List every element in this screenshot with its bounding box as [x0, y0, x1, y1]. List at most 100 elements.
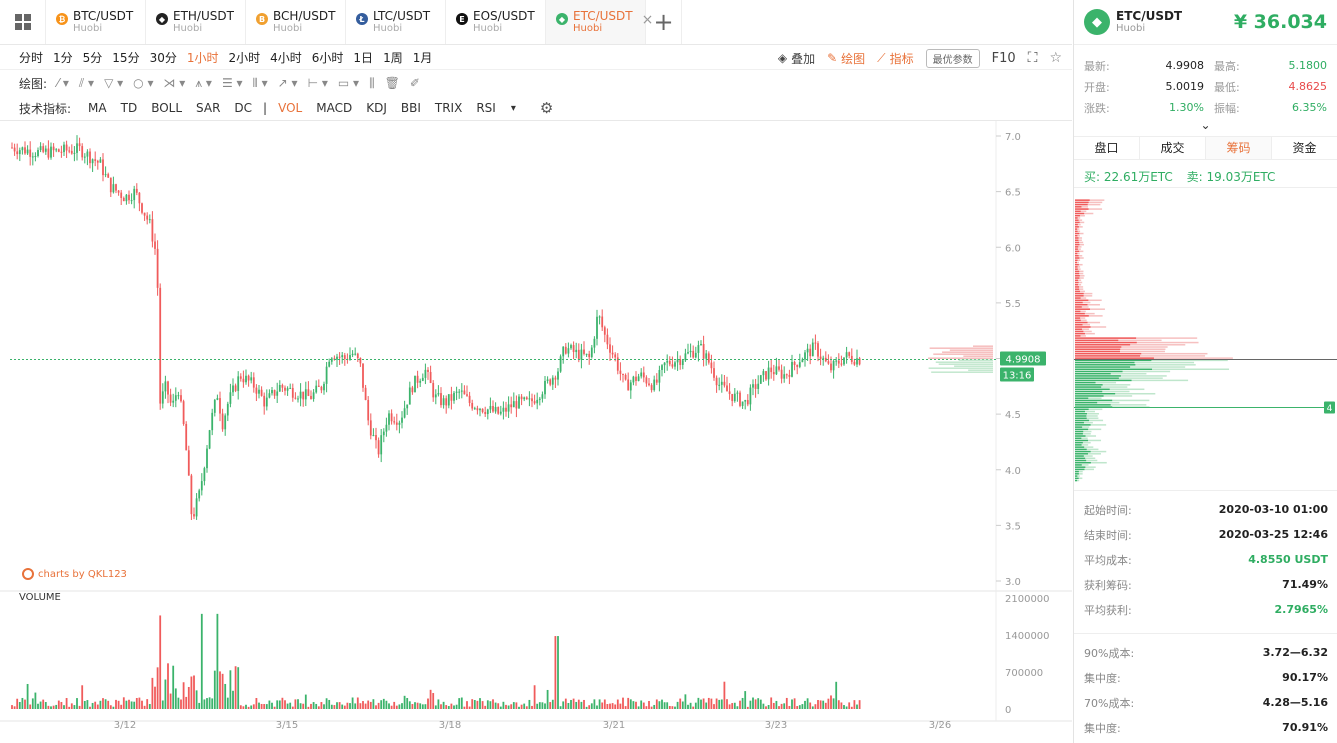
indicator-ma[interactable]: MA [88, 101, 107, 115]
indicator-dc[interactable]: DC [234, 101, 253, 115]
pattern-tool-icon[interactable]: ⩚ ▾ [195, 75, 212, 90]
chip-bar [1075, 377, 1119, 379]
panel-tab-2[interactable]: 筹码 [1206, 137, 1272, 159]
volume-bar [37, 703, 39, 709]
volume-bar [811, 706, 814, 709]
volume-bar [250, 705, 253, 709]
volume-bar [258, 702, 260, 709]
candle-body [349, 355, 351, 360]
grid-menu-button[interactable] [0, 0, 46, 44]
indicator-button[interactable]: ⟋ 指标 [877, 50, 913, 67]
candle-body [710, 362, 713, 369]
volume-bar [481, 701, 484, 709]
overlay-button[interactable]: ◈ 叠加 [778, 50, 815, 67]
chip-bar [1075, 292, 1084, 295]
price-tick-label: 6.5 [1005, 188, 1021, 199]
trash-icon[interactable]: 🗑 [384, 75, 400, 90]
candle-body [281, 385, 284, 388]
indicator-trix[interactable]: TRIX [434, 101, 463, 115]
timeframe-11[interactable]: 1月 [412, 51, 433, 65]
volume-bar [845, 706, 848, 709]
star-icon[interactable]: ☆ [1049, 50, 1062, 66]
candle-body [247, 375, 250, 381]
chip-bar [1075, 306, 1082, 308]
candle-body [411, 387, 414, 393]
candle-body [73, 152, 76, 154]
timeframe-7[interactable]: 4小时 [270, 51, 302, 65]
tab-pair: ETH/USDT [173, 9, 234, 23]
volume-bar [772, 702, 775, 709]
candle-tool-icon[interactable]: ⫼ [369, 75, 375, 90]
volume-bar [824, 702, 827, 709]
arrow-tool-icon[interactable]: ↗ ▾ [277, 75, 298, 90]
timeframe-8[interactable]: 6小时 [311, 51, 344, 65]
tab-bch-usdt[interactable]: B BCH/USDT Huobi [246, 0, 346, 44]
indicator-rsi[interactable]: RSI [476, 101, 496, 115]
volume-bar [726, 699, 728, 709]
indicator-macd[interactable]: MACD [316, 101, 353, 115]
indicator-td[interactable]: TD [120, 101, 138, 115]
candle-body [29, 149, 32, 157]
measure-tool-icon[interactable]: ⊢ ▾ [307, 75, 328, 90]
channel-tool-icon[interactable]: ▽ ▾ [104, 75, 124, 90]
volume-bar [112, 706, 115, 709]
timeframe-5[interactable]: 1小时 [186, 51, 219, 65]
line-tool-icon[interactable]: ⁄ ▾ [57, 75, 69, 90]
f10-button[interactable]: F10 [991, 50, 1016, 66]
timeframe-4[interactable]: 30分 [149, 51, 177, 65]
chip-bar-light [1075, 421, 1093, 424]
settings-gear-icon[interactable]: ⚙ [539, 99, 554, 117]
candle-body [367, 399, 370, 421]
add-tab-button[interactable]: + [646, 0, 682, 44]
zigzag-tool-icon[interactable]: ⋊ ▾ [163, 75, 186, 90]
timeframe-1[interactable]: 1分 [53, 51, 73, 65]
fib-tool-icon[interactable]: ☰ ▾ [221, 75, 243, 90]
expand-chevron-icon[interactable]: ⌄ [1200, 118, 1211, 132]
tab-etc-usdt[interactable]: ◆ ETC/USDT Huobi × [546, 0, 653, 44]
ray-tool-icon[interactable]: ⫽ ▾ [78, 75, 95, 90]
dropdown-arrow-icon[interactable]: ▾ [510, 102, 516, 114]
volume-bar [73, 705, 76, 709]
indicator-kdj[interactable]: KDJ [366, 101, 387, 115]
volume-bar [416, 702, 419, 709]
candle-body [577, 349, 580, 360]
circle-tool-icon[interactable]: ○ ▾ [133, 75, 154, 90]
tab-ltc-usdt[interactable]: Ł LTC/USDT Huobi [346, 0, 446, 44]
indicator-sar[interactable]: SAR [196, 101, 221, 115]
indicator-bbi[interactable]: BBI [400, 101, 421, 115]
volume-bar [770, 697, 773, 709]
chip-bar [1075, 201, 1089, 204]
indicator-vol[interactable]: VOL [278, 101, 303, 115]
candle-body [468, 395, 471, 403]
candle-body [76, 143, 78, 153]
indicator-boll[interactable]: BOLL [151, 101, 183, 115]
panel-price: ¥ 36.034 [1233, 11, 1327, 33]
draw-button[interactable]: ✎ 绘图 [827, 50, 865, 67]
panel-tab-1[interactable]: 成交 [1140, 137, 1206, 159]
candle-body [814, 342, 817, 344]
gann-tool-icon[interactable]: ⦀ ▾ [252, 75, 268, 90]
comment-tool-icon[interactable]: ▭ ▾ [337, 75, 360, 90]
tab-eos-usdt[interactable]: E EOS/USDT Huobi [446, 0, 546, 44]
price-chart[interactable]: 7.06.56.05.55.04.54.03.53.02100000140000… [0, 121, 1072, 743]
volume-bar [60, 701, 63, 709]
volume-bar [856, 704, 858, 709]
close-tab-icon[interactable]: × [641, 12, 654, 28]
optimal-params-button[interactable]: 最优参数 [925, 48, 980, 68]
volume-bar [577, 699, 580, 709]
eraser-icon[interactable]: ✐ [409, 75, 420, 90]
timeframe-6[interactable]: 2小时 [228, 51, 261, 65]
fullscreen-icon[interactable]: ⛶ [1027, 50, 1038, 66]
timeframe-9[interactable]: 1日 [353, 51, 374, 65]
panel-tab-3[interactable]: 资金 [1292, 141, 1317, 155]
price-profile-bar [933, 353, 993, 355]
timeframe-0[interactable]: 分时 [19, 51, 44, 65]
info-key: 70%成本: [1084, 696, 1135, 710]
timeframe-3[interactable]: 15分 [112, 51, 140, 65]
timeframe-10[interactable]: 1周 [383, 51, 403, 65]
tab-eth-usdt[interactable]: ◆ ETH/USDT Huobi [146, 0, 246, 44]
tab-btc-usdt[interactable]: ₿ BTC/USDT Huobi [46, 0, 146, 44]
panel-tab-0[interactable]: 盘口 [1074, 137, 1140, 159]
timeframe-2[interactable]: 5分 [82, 51, 103, 65]
